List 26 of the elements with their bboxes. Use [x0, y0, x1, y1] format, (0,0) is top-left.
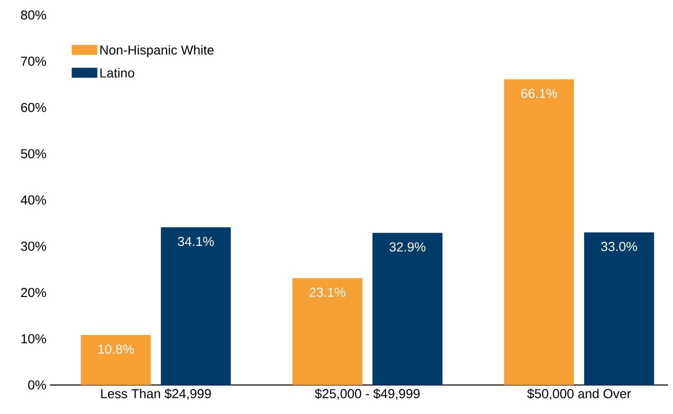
data-label: 34.1%	[178, 236, 214, 246]
data-label: 10.8%	[98, 344, 134, 354]
y-tick-label: 0%	[28, 380, 46, 390]
bar	[372, 232, 442, 385]
legend-label: Non-Hispanic White	[100, 45, 214, 58]
y-tick-label: 40%	[20, 195, 46, 205]
data-label: 23.1%	[310, 288, 346, 297]
x-tick-label: $25,000 - $49,999	[314, 388, 420, 400]
y-tick-label: 30%	[20, 242, 46, 251]
data-label: 33.0%	[601, 242, 638, 252]
y-tick-label: 60%	[21, 102, 46, 112]
bar	[292, 278, 362, 385]
y-tick-label: 80%	[21, 10, 46, 20]
legend-label: Latino	[100, 68, 134, 78]
data-label: 32.9%	[390, 242, 426, 252]
y-tick-label: 50%	[20, 149, 46, 158]
data-label: 66.1%	[521, 88, 558, 98]
x-tick-label: Less Than $24,999	[101, 388, 211, 400]
y-tick-label: 20%	[21, 288, 46, 298]
y-tick-label: 10%	[21, 334, 46, 344]
bar	[80, 335, 151, 385]
bar	[504, 79, 574, 385]
x-tick-label: $50,000 and Over	[527, 388, 631, 400]
bar	[160, 227, 231, 385]
bar	[584, 232, 654, 385]
y-tick-label: 70%	[21, 56, 46, 66]
